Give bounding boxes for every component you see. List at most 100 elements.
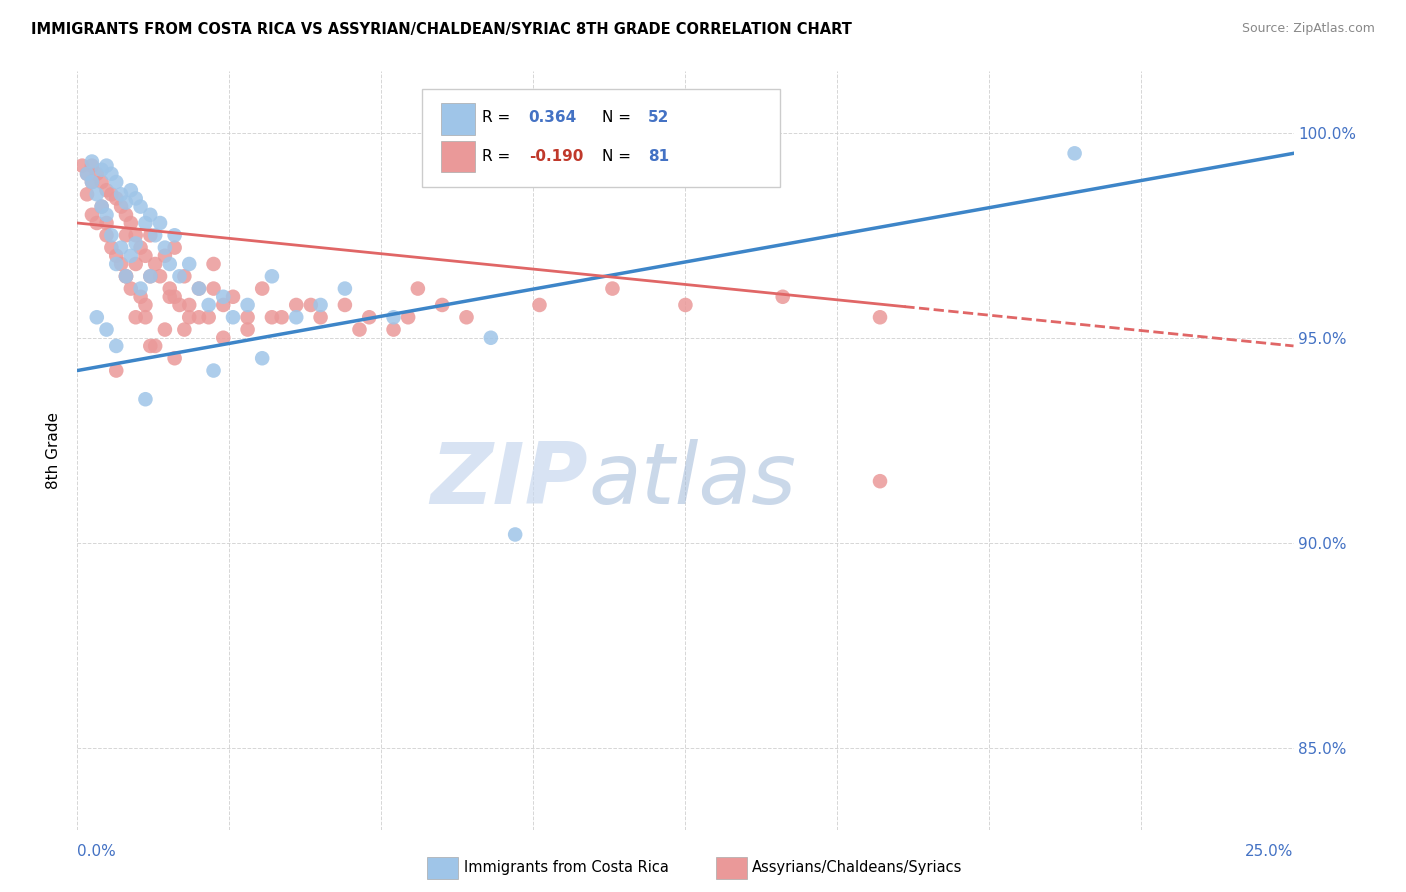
Point — [430, 298, 453, 312]
Point — [90, 200, 112, 214]
Point — [333, 282, 356, 296]
Point — [134, 310, 156, 325]
Point — [529, 298, 551, 312]
Point — [134, 392, 156, 407]
Point — [110, 241, 132, 255]
Point — [139, 269, 162, 284]
Point — [675, 298, 697, 312]
Point — [129, 290, 152, 304]
Point — [143, 257, 166, 271]
Point — [105, 363, 128, 377]
Point — [129, 282, 152, 296]
Point — [100, 228, 122, 243]
Point — [86, 167, 108, 181]
Point — [105, 191, 128, 205]
Point — [100, 167, 122, 181]
Point — [382, 310, 405, 325]
Point — [143, 339, 166, 353]
Point — [222, 290, 245, 304]
Point — [70, 159, 93, 173]
Point — [202, 257, 225, 271]
Point — [110, 200, 132, 214]
Point — [382, 322, 405, 336]
Point — [236, 322, 259, 336]
Point — [80, 175, 103, 189]
Point — [125, 257, 148, 271]
Point — [125, 191, 148, 205]
Point — [406, 282, 429, 296]
Point — [169, 298, 191, 312]
Point — [120, 183, 142, 197]
Point — [153, 249, 176, 263]
Point — [96, 322, 118, 336]
Point — [202, 282, 225, 296]
Point — [772, 290, 794, 304]
Point — [90, 175, 112, 189]
Point — [869, 310, 891, 325]
Point — [159, 257, 181, 271]
Point — [270, 310, 292, 325]
Point — [105, 257, 128, 271]
Point — [149, 216, 172, 230]
Text: 0.364: 0.364 — [529, 111, 576, 125]
Point — [222, 310, 245, 325]
Point — [96, 228, 118, 243]
Point — [120, 216, 142, 230]
Text: Immigrants from Costa Rica: Immigrants from Costa Rica — [464, 861, 669, 875]
Point — [479, 331, 502, 345]
Point — [105, 339, 128, 353]
Point — [159, 282, 181, 296]
Point — [163, 228, 186, 243]
Point — [134, 216, 156, 230]
Point — [90, 200, 112, 214]
Point — [115, 269, 138, 284]
Text: ZIP: ZIP — [430, 439, 588, 523]
Point — [80, 175, 103, 189]
Point — [96, 216, 118, 230]
Point — [105, 175, 128, 189]
Point — [139, 208, 162, 222]
Point — [212, 298, 235, 312]
Text: 25.0%: 25.0% — [1246, 844, 1294, 859]
Point — [120, 282, 142, 296]
Point — [125, 236, 148, 251]
Point — [100, 241, 122, 255]
Point — [333, 298, 356, 312]
Point — [115, 269, 138, 284]
Point — [173, 269, 195, 284]
Point — [212, 290, 235, 304]
Point — [143, 228, 166, 243]
Point — [250, 282, 273, 296]
Point — [149, 269, 172, 284]
Point — [96, 208, 118, 222]
Text: R =: R = — [482, 149, 516, 163]
Point — [100, 187, 122, 202]
Y-axis label: 8th Grade: 8th Grade — [46, 412, 62, 489]
Point — [197, 298, 219, 312]
Point — [179, 298, 201, 312]
Point — [76, 167, 98, 181]
Point — [129, 241, 152, 255]
Point — [86, 310, 108, 325]
Point — [105, 249, 128, 263]
Point — [139, 228, 162, 243]
Point — [125, 228, 148, 243]
Point — [134, 249, 156, 263]
Point — [250, 351, 273, 366]
Point — [115, 228, 138, 243]
Point — [163, 241, 186, 255]
Point — [96, 159, 118, 173]
Text: Assyrians/Chaldeans/Syriacs: Assyrians/Chaldeans/Syriacs — [752, 861, 963, 875]
Text: N =: N = — [602, 149, 636, 163]
Point — [139, 339, 162, 353]
Point — [76, 187, 98, 202]
Point — [80, 159, 103, 173]
Point — [349, 322, 371, 336]
Text: -0.190: -0.190 — [529, 149, 583, 163]
Point — [80, 208, 103, 222]
Point — [179, 310, 201, 325]
Point — [169, 269, 191, 284]
Point — [110, 187, 132, 202]
Point — [173, 322, 195, 336]
Point — [188, 282, 211, 296]
